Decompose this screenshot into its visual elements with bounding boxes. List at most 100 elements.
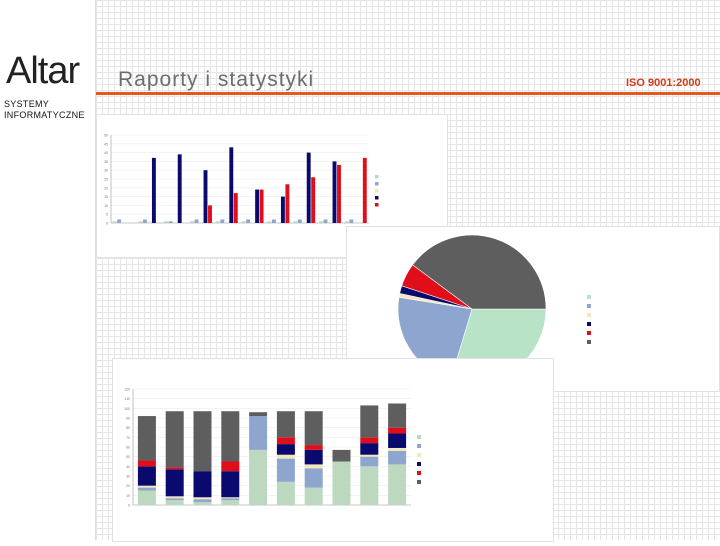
bar-segment [360, 405, 379, 438]
bar-segment [304, 487, 323, 505]
y-tick-label: 30 [126, 475, 130, 479]
bar-segment [304, 464, 323, 469]
bar-segment [193, 411, 212, 472]
legend-swatch [417, 444, 421, 448]
bar [208, 205, 212, 223]
bar [297, 219, 302, 223]
bar [319, 221, 323, 223]
y-tick-label: 20 [126, 484, 130, 488]
bar [241, 221, 246, 223]
legend-swatch [417, 471, 421, 475]
bar-segment [388, 403, 407, 428]
bar [203, 170, 208, 223]
stacked-chart-panel: 0 10 20 30 40 50 60 70 80 90 100 110 120 [112, 358, 554, 542]
y-tick-label: 0 [106, 222, 108, 226]
y-tick-label: 0 [128, 504, 130, 508]
bar-segment [165, 498, 184, 501]
stacked-bar-chart: 0 10 20 30 40 50 60 70 80 90 100 110 120 [124, 388, 421, 508]
bar [323, 219, 328, 223]
bar [293, 221, 298, 223]
legend-swatch [417, 435, 421, 439]
bar [311, 177, 316, 223]
bar-segment [276, 454, 295, 459]
bar-segment [249, 449, 268, 505]
legend-swatch [417, 480, 421, 484]
bar [138, 221, 143, 223]
y-tick-label: 50 [104, 134, 108, 138]
bar [229, 147, 234, 223]
y-tick-label: 40 [126, 465, 130, 469]
bar-segment [165, 469, 184, 497]
y-tick-label: 30 [104, 169, 108, 173]
legend-swatch [417, 453, 421, 457]
legend-swatch [375, 182, 379, 186]
legend-swatch [587, 331, 591, 335]
bar-segment [165, 411, 184, 468]
bar [306, 152, 311, 223]
legend-swatch [587, 340, 591, 344]
y-tick-label: 110 [124, 397, 130, 401]
pie-chart [397, 234, 591, 384]
bar-segment [193, 471, 212, 498]
bar [246, 219, 251, 223]
bar [285, 184, 290, 223]
bar [177, 154, 182, 223]
bar [164, 221, 169, 223]
bar-segment [360, 437, 379, 444]
bar-segment [360, 456, 379, 467]
logo-subtitle: SYSTEMY INFORMATYCZNE [4, 99, 85, 121]
y-tick-label: 15 [104, 195, 108, 199]
bar [349, 219, 354, 223]
legend-swatch [375, 203, 379, 207]
y-tick-label: 5 [106, 213, 108, 217]
bar [332, 161, 337, 223]
bar-segment [221, 471, 240, 498]
bar-segment [249, 416, 268, 450]
bar-segment [193, 499, 212, 503]
bar [215, 221, 220, 223]
legend-swatch [587, 313, 591, 317]
bar [117, 219, 122, 223]
y-tick-label: 45 [104, 142, 108, 146]
bar-segment [360, 454, 379, 457]
y-tick-label: 25 [104, 178, 108, 182]
legend-swatch [375, 175, 379, 179]
y-tick-label: 35 [104, 160, 108, 164]
bar-segment [276, 481, 295, 505]
y-tick-label: 120 [124, 388, 130, 392]
bar-segment [137, 490, 156, 505]
bar-segment [221, 498, 240, 501]
y-tick-label: 90 [126, 417, 130, 421]
bar-segment [276, 444, 295, 455]
legend-swatch [587, 304, 591, 308]
bar-segment [276, 458, 295, 482]
bar-segment [388, 433, 407, 448]
bar-segment [388, 427, 407, 434]
bar-segment [221, 497, 240, 499]
bar-segment [276, 411, 295, 438]
bar-segment [137, 487, 156, 491]
legend-swatch [375, 189, 379, 193]
bar [280, 196, 285, 223]
y-tick-label: 80 [126, 426, 130, 430]
pie-chart-panel [346, 226, 720, 392]
legend-swatch [375, 196, 379, 200]
pie-slice [412, 234, 547, 310]
bar [142, 219, 147, 223]
bar [151, 157, 156, 223]
bar-segment [221, 500, 240, 505]
bar [267, 221, 272, 223]
logo-subtitle-line2: INFORMATYCZNE [4, 110, 85, 120]
bar-segment [360, 443, 379, 455]
bar-segment [388, 447, 407, 451]
bar [112, 221, 117, 223]
legend-swatch [587, 295, 591, 299]
bar-segment [137, 460, 156, 467]
company-logo: Altar [6, 50, 80, 92]
y-tick-label: 50 [126, 455, 130, 459]
bar-segment [332, 461, 351, 505]
y-tick-label: 10 [104, 204, 108, 208]
bar-segment [388, 464, 407, 505]
bar-segment [360, 466, 379, 505]
bar-segment [304, 468, 323, 488]
